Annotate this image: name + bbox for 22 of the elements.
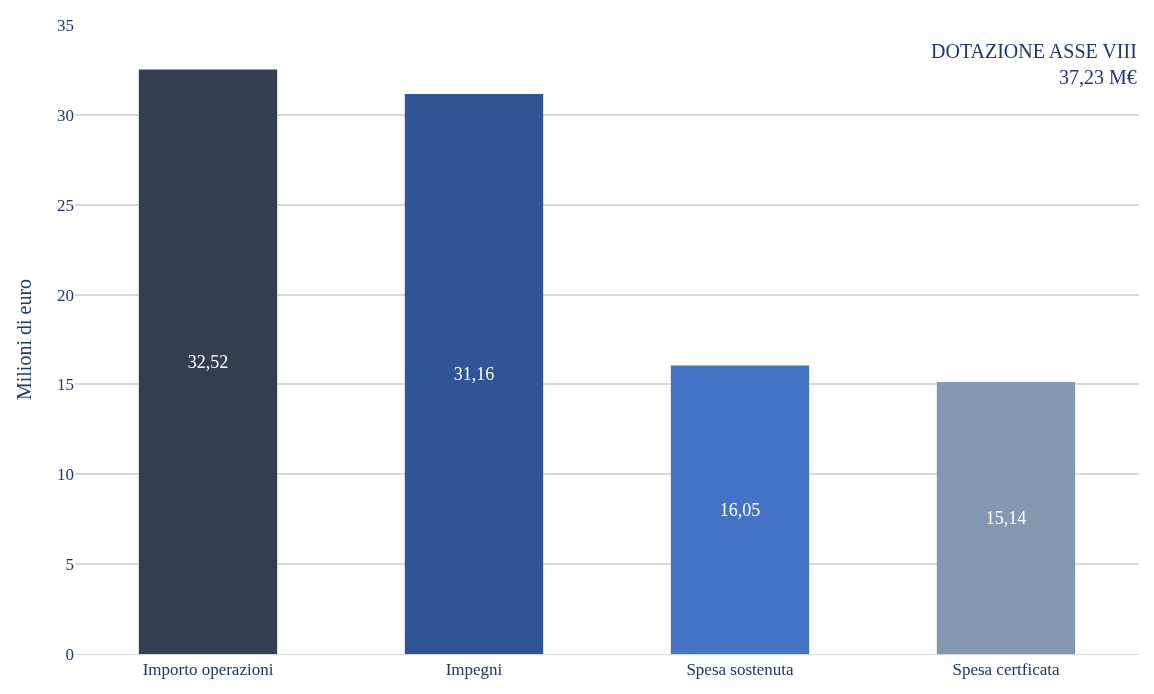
bar [404,94,544,654]
data-label: 15,14 [985,507,1027,528]
bar [138,69,278,654]
y-tick-label: 5 [65,555,74,575]
annotation: DOTAZIONE ASSE VIII 37,23 M€ [931,40,1137,88]
y-axis-title: Milioni di euro [12,278,35,401]
y-tick-label: 30 [57,105,74,125]
x-tick-label: Importo operazioni [142,660,274,680]
y-tick-label: 0 [65,644,74,664]
x-tick-label: Spesa certficata [952,660,1061,680]
bar [670,365,810,654]
y-tick-label: 20 [57,285,74,305]
y-tick-label: 15 [57,375,74,395]
y-tick-label: 10 [57,465,74,485]
bar [936,381,1076,654]
y-tick-label: 35 [57,15,74,35]
x-tick-label: Impegni [445,660,503,680]
data-label: 32,52 [187,351,229,372]
x-tick-label: Spesa sostenuta [686,660,795,680]
y-tick-label: 25 [57,195,74,215]
data-label: 31,16 [453,364,495,385]
data-label: 16,05 [719,499,761,520]
